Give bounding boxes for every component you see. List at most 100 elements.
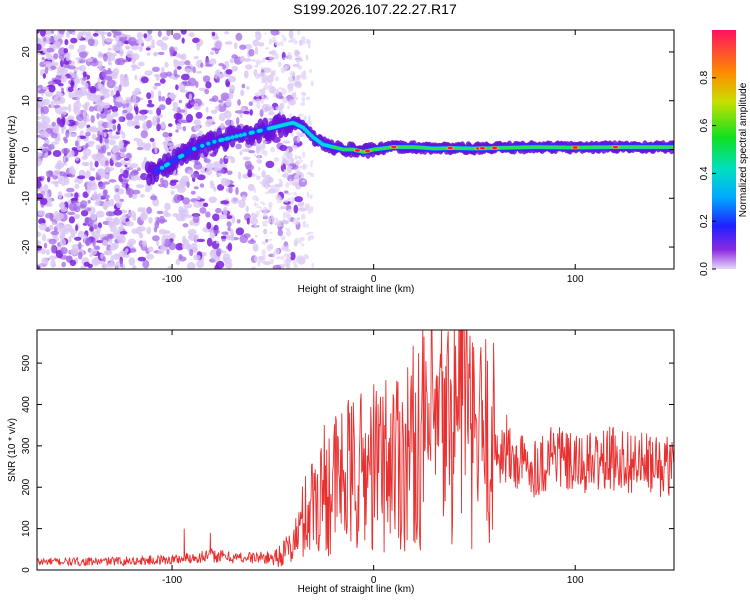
noise-speck	[193, 124, 201, 132]
noise-speck	[178, 60, 186, 66]
noise-speck	[281, 255, 285, 261]
noise-speck	[300, 260, 305, 263]
noise-speck	[157, 250, 164, 254]
noise-speck	[275, 194, 281, 201]
noise-speck	[42, 73, 47, 79]
noise-speck	[66, 187, 75, 193]
noise-speck	[296, 57, 299, 63]
noise-speck	[287, 105, 290, 110]
noise-speck	[74, 192, 79, 199]
noise-speck	[47, 80, 56, 86]
noise-speck	[293, 204, 299, 214]
noise-speck	[53, 40, 62, 50]
noise-speck	[289, 165, 293, 169]
noise-speck	[276, 256, 282, 260]
x-tick-label: 0	[371, 274, 377, 285]
noise-speck	[192, 214, 200, 224]
noise-speck	[124, 140, 130, 145]
noise-speck	[230, 232, 235, 242]
noise-speck	[54, 164, 62, 170]
ridge-hotspot-core	[613, 145, 618, 149]
noise-speck	[132, 264, 137, 269]
noise-speck	[58, 30, 65, 35]
noise-speck	[59, 119, 65, 128]
noise-speck	[111, 243, 116, 248]
noise-speck	[82, 76, 87, 81]
noise-speck	[49, 255, 58, 260]
noise-speck	[37, 152, 42, 158]
noise-speck	[259, 180, 266, 185]
noise-speck	[99, 134, 103, 144]
noise-speck	[84, 82, 89, 90]
noise-speck	[302, 220, 307, 228]
noise-speck	[307, 43, 311, 49]
noise-speck	[128, 238, 137, 245]
spectrogram-ylabel: Frequency (Hz)	[7, 116, 18, 185]
noise-speck	[305, 54, 309, 61]
spectrogram-heatmap	[37, 30, 674, 269]
noise-speck	[51, 121, 56, 128]
noise-speck	[63, 48, 69, 54]
noise-speck	[196, 238, 206, 243]
noise-speck	[214, 40, 223, 49]
noise-speck	[89, 85, 97, 94]
noise-speck	[284, 212, 290, 218]
noise-speck	[221, 231, 229, 235]
noise-speck	[152, 116, 158, 123]
noise-speck	[51, 263, 57, 267]
noise-speck	[256, 102, 261, 109]
noise-speck	[268, 38, 273, 45]
noise-speck	[80, 265, 87, 269]
noise-speck	[243, 70, 249, 79]
noise-speck	[53, 61, 59, 67]
noise-speck	[240, 191, 248, 198]
noise-speck	[101, 262, 107, 269]
noise-speck	[91, 133, 97, 141]
noise-speck	[85, 143, 89, 149]
noise-speck	[260, 147, 265, 155]
noise-speck	[120, 34, 127, 38]
noise-speck	[236, 116, 240, 126]
noise-speck	[271, 112, 275, 115]
noise-speck	[76, 146, 82, 151]
x-tick-label: -100	[162, 274, 182, 285]
noise-speck	[229, 58, 234, 64]
noise-speck	[63, 178, 68, 183]
noise-speck	[255, 145, 261, 155]
noise-speck	[40, 197, 48, 206]
noise-speck	[73, 213, 81, 219]
noise-speck	[283, 171, 289, 179]
noise-speck	[226, 170, 233, 175]
noise-speck	[147, 246, 154, 252]
noise-speck	[306, 191, 310, 198]
noise-speck	[127, 187, 132, 195]
noise-speck	[310, 160, 313, 168]
noise-speck	[263, 254, 266, 261]
noise-speck	[285, 181, 290, 189]
noise-speck	[42, 143, 49, 148]
noise-speck	[220, 92, 230, 101]
noise-speck	[268, 86, 276, 94]
noise-speck	[247, 169, 253, 178]
noise-speck	[193, 186, 199, 190]
noise-speck	[92, 156, 101, 162]
noise-speck	[37, 37, 42, 44]
noise-speck	[189, 219, 195, 226]
noise-speck	[57, 191, 63, 200]
noise-speck	[53, 34, 58, 41]
noise-speck	[105, 217, 114, 222]
noise-speck	[95, 144, 102, 150]
noise-speck	[263, 229, 268, 235]
noise-speck	[162, 141, 168, 146]
noise-speck	[296, 177, 300, 184]
noise-speck	[65, 53, 71, 62]
x-tick-label: 100	[567, 575, 584, 586]
noise-speck	[208, 196, 218, 204]
noise-speck	[77, 230, 86, 239]
noise-speck	[252, 221, 258, 224]
noise-speck	[97, 260, 105, 265]
noise-speck	[183, 106, 188, 116]
noise-speck	[95, 210, 105, 218]
noise-speck	[285, 228, 291, 231]
noise-speck	[158, 219, 168, 223]
